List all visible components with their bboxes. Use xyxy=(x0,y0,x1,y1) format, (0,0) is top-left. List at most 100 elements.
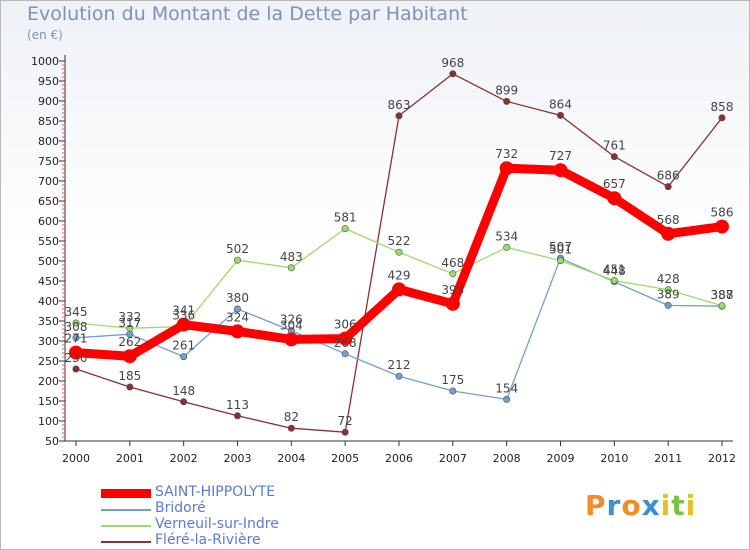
legend-swatch-saint-hippolyte xyxy=(101,489,151,498)
data-label: 212 xyxy=(388,358,411,372)
y-tick-label: 100 xyxy=(38,415,59,428)
data-label: 502 xyxy=(226,242,249,256)
data-point xyxy=(287,264,295,272)
data-label: 568 xyxy=(657,213,680,227)
data-point xyxy=(287,424,295,432)
data-label: 534 xyxy=(495,229,518,243)
data-point xyxy=(503,243,511,251)
proxiti-logo[interactable]: Proxiti xyxy=(585,489,696,522)
data-label: 468 xyxy=(441,256,464,270)
x-tick-label: 2005 xyxy=(331,452,359,465)
data-label: 448 xyxy=(603,264,626,278)
legend-label-flere: Fléré-la-Rivière xyxy=(155,532,261,548)
data-label: 686 xyxy=(657,169,680,183)
data-point xyxy=(553,163,568,178)
legend-label-bridore: Bridoré xyxy=(155,500,206,516)
legend-item-saint-hippolyte[interactable]: SAINT-HIPPOLYTE xyxy=(101,484,321,502)
data-point xyxy=(610,277,618,285)
data-point xyxy=(72,365,80,373)
data-label: 148 xyxy=(172,384,195,398)
data-point xyxy=(449,70,457,78)
data-label: 262 xyxy=(118,335,141,349)
data-point xyxy=(449,270,457,278)
data-label: 185 xyxy=(118,369,141,383)
data-label: 388 xyxy=(711,288,734,302)
data-label: 268 xyxy=(334,336,357,350)
data-label: 858 xyxy=(711,100,734,114)
data-label: 428 xyxy=(657,272,680,286)
y-tick-label: 150 xyxy=(38,395,59,408)
data-point xyxy=(556,111,564,119)
data-point xyxy=(395,112,403,120)
data-point xyxy=(69,345,83,360)
data-label: 507 xyxy=(549,240,572,254)
x-tick-label: 2007 xyxy=(439,452,467,465)
data-point xyxy=(341,428,349,436)
y-tick-label: 500 xyxy=(38,255,59,268)
data-point xyxy=(176,317,191,332)
x-tick-label: 2008 xyxy=(493,452,521,465)
data-point xyxy=(338,331,353,346)
data-point xyxy=(661,226,676,241)
data-label: 483 xyxy=(280,250,303,264)
data-point xyxy=(395,248,403,256)
y-tick-label: 250 xyxy=(38,355,59,368)
logo-letter: r xyxy=(606,489,622,522)
data-label: 175 xyxy=(441,373,464,387)
data-point xyxy=(234,305,242,313)
data-label: 501 xyxy=(549,243,572,257)
data-point xyxy=(610,153,618,161)
data-point xyxy=(234,256,242,264)
data-label: 761 xyxy=(603,139,626,153)
data-point xyxy=(180,398,188,406)
legend-item-verneuil[interactable]: Verneuil-sur-Indre xyxy=(101,516,321,534)
data-point xyxy=(341,350,349,358)
y-tick-label: 800 xyxy=(38,135,59,148)
data-point xyxy=(664,301,672,309)
data-label: 451 xyxy=(603,263,626,277)
data-label: 581 xyxy=(334,211,357,225)
data-label: 429 xyxy=(388,268,411,282)
data-point xyxy=(607,191,622,206)
data-point xyxy=(503,395,511,403)
y-tick-label: 550 xyxy=(38,235,59,248)
data-label: 261 xyxy=(172,339,195,353)
chart-subtitle: (en €) xyxy=(27,28,63,42)
data-label: 341 xyxy=(172,304,195,318)
data-label: 306 xyxy=(334,318,357,332)
data-label: 968 xyxy=(441,56,464,70)
data-label: 324 xyxy=(226,310,249,324)
data-label: 657 xyxy=(603,177,626,191)
logo-letter: x xyxy=(641,489,661,522)
legend-item-bridore[interactable]: Bridoré xyxy=(101,500,321,518)
logo-letter: o xyxy=(621,489,642,522)
x-tick-label: 2010 xyxy=(600,452,628,465)
y-tick-label: 850 xyxy=(38,115,59,128)
x-tick-label: 2001 xyxy=(116,452,144,465)
y-tick-label: 350 xyxy=(38,315,59,328)
data-label: 82 xyxy=(284,410,299,424)
x-tick-label: 2012 xyxy=(708,452,736,465)
data-label: 387 xyxy=(711,288,734,302)
data-label: 317 xyxy=(118,316,141,330)
x-tick-label: 2004 xyxy=(277,452,305,465)
data-point xyxy=(230,324,245,339)
data-point xyxy=(234,412,242,420)
y-tick-label: 600 xyxy=(38,215,59,228)
data-point xyxy=(284,332,299,347)
y-tick-label: 200 xyxy=(38,375,59,388)
legend-item-flere[interactable]: Fléré-la-Rivière xyxy=(101,532,321,549)
data-point xyxy=(72,319,80,327)
data-point xyxy=(445,296,460,311)
data-point xyxy=(503,97,511,105)
data-label: 326 xyxy=(280,313,303,327)
data-label: 727 xyxy=(549,149,572,163)
data-label: 864 xyxy=(549,97,572,111)
data-point xyxy=(72,334,80,342)
data-point xyxy=(664,183,672,191)
data-label: 380 xyxy=(226,291,249,305)
y-tick-label: 950 xyxy=(38,75,59,88)
data-label: 336 xyxy=(172,309,195,323)
